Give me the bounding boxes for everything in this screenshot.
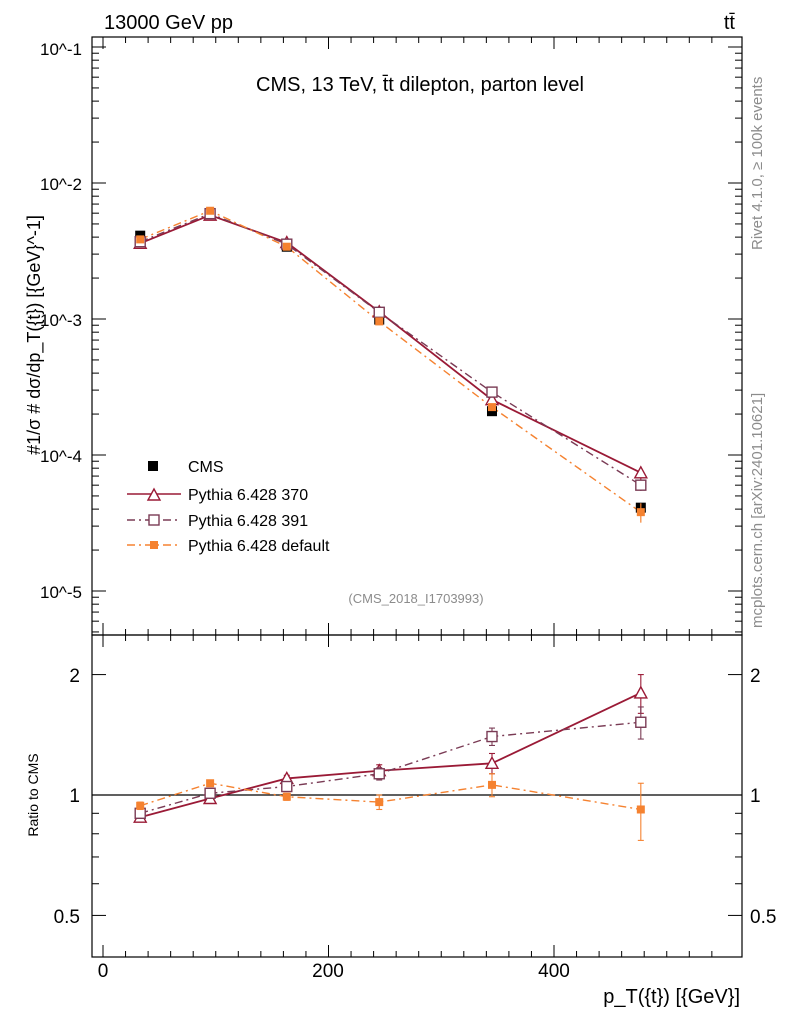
- y-tick-label-1: 10^-2: [40, 175, 82, 194]
- series-point-pydefault-2: [282, 242, 291, 251]
- series-point-pydefault-5: [636, 508, 645, 517]
- series-point-py391-3: [373, 306, 385, 319]
- series-line-py370: [139, 214, 642, 474]
- legend-marker-py370: [146, 487, 162, 501]
- ratio-point-pydefault-2: [282, 792, 291, 801]
- ratio-point-py391-4: [486, 730, 498, 743]
- x-tick-label-0: 0: [98, 961, 109, 982]
- x-tick-label-2: 400: [538, 961, 570, 982]
- y-axis-label: #1/σ # dσ/dp_T({t}) [{GeV}^-1]: [24, 215, 45, 455]
- legend-marker-cms: [148, 461, 158, 471]
- ratio-point-pydefault-3: [375, 798, 384, 807]
- ratio-line-py391: [140, 721, 641, 814]
- legend: CMS Pythia 6.428 370 Pythia 6.428 391 Py…: [127, 459, 330, 555]
- ratio-point-py391-1: [204, 787, 216, 799]
- ratio-line-py370: [139, 692, 642, 819]
- x-tick-label-1: 200: [312, 961, 344, 982]
- axis-ticks: [92, 37, 742, 957]
- legend-marker-pydefault: [150, 541, 158, 549]
- ratio-tick-label-left-0: 0.5: [54, 907, 80, 928]
- series-point-py391-5: [635, 479, 647, 491]
- ratio-tick-label-right-0: 0.5: [750, 907, 776, 928]
- ratio-tick-label-right-2: 2: [750, 666, 761, 687]
- process-label: tt̄: [724, 12, 736, 34]
- legend-label-py391: Pythia 6.428 391: [188, 513, 308, 530]
- y-tick-label-2: 10^-3: [40, 311, 82, 330]
- x-axis-label: p_T({t}) [{GeV}]: [603, 986, 740, 1008]
- series-point-py370-5: [633, 465, 648, 479]
- ratio-point-pydefault-4: [487, 780, 496, 789]
- legend-marker-py391: [148, 514, 160, 526]
- legend-label-pydefault: Pythia 6.428 default: [188, 538, 330, 555]
- ratio-point-pydefault-5: [636, 805, 645, 814]
- data-marks: [133, 206, 648, 841]
- ratio-point-py391-2: [281, 780, 293, 793]
- analysis-id: (CMS_2018_I1703993): [348, 591, 483, 606]
- ratio-point-pydefault-1: [206, 779, 215, 788]
- ratio-panel-frame: [91, 634, 743, 958]
- legend-label-cms: CMS: [188, 459, 224, 476]
- ratio-tick-label-left-2: 2: [69, 666, 80, 687]
- ratio-point-py370-5: [633, 685, 648, 699]
- ratio-point-py370-4: [484, 755, 500, 770]
- series-point-pydefault-0: [136, 235, 145, 244]
- chart-title: CMS, 13 TeV, t̄t dilepton, parton level: [256, 74, 584, 96]
- ratio-point-py391-5: [635, 716, 647, 728]
- ratio-point-pydefault-0: [136, 801, 145, 810]
- ratio-line-pydefault: [139, 782, 641, 811]
- rivet-label: Rivet 4.1.0, ≥ 100k events: [749, 77, 766, 250]
- series-point-pydefault-3: [375, 317, 384, 326]
- ratio-tick-label-left-1: 1: [69, 786, 80, 807]
- y-tick-label-0: 10^-1: [40, 40, 82, 59]
- series-point-py391-4: [486, 386, 498, 398]
- legend-label-py370: Pythia 6.428 370: [188, 487, 308, 504]
- y-tick-label-3: 10^-4: [40, 447, 82, 466]
- series-line-pydefault: [139, 209, 642, 513]
- series-point-pydefault-4: [487, 403, 496, 412]
- energy-label: 13000 GeV pp: [104, 12, 233, 34]
- cms-point-4: [486, 406, 497, 417]
- ratio-point-py391-3: [373, 768, 385, 780]
- series-line-py391: [139, 212, 642, 486]
- series-point-pydefault-1: [206, 206, 215, 215]
- mcplots-label: mcplots.cern.ch [arXiv:2401.10621]: [749, 393, 766, 628]
- ratio-tick-label-right-1: 1: [750, 786, 761, 807]
- y-tick-label-4: 10^-5: [40, 583, 82, 602]
- ratio-y-axis-label: Ratio to CMS: [25, 753, 41, 836]
